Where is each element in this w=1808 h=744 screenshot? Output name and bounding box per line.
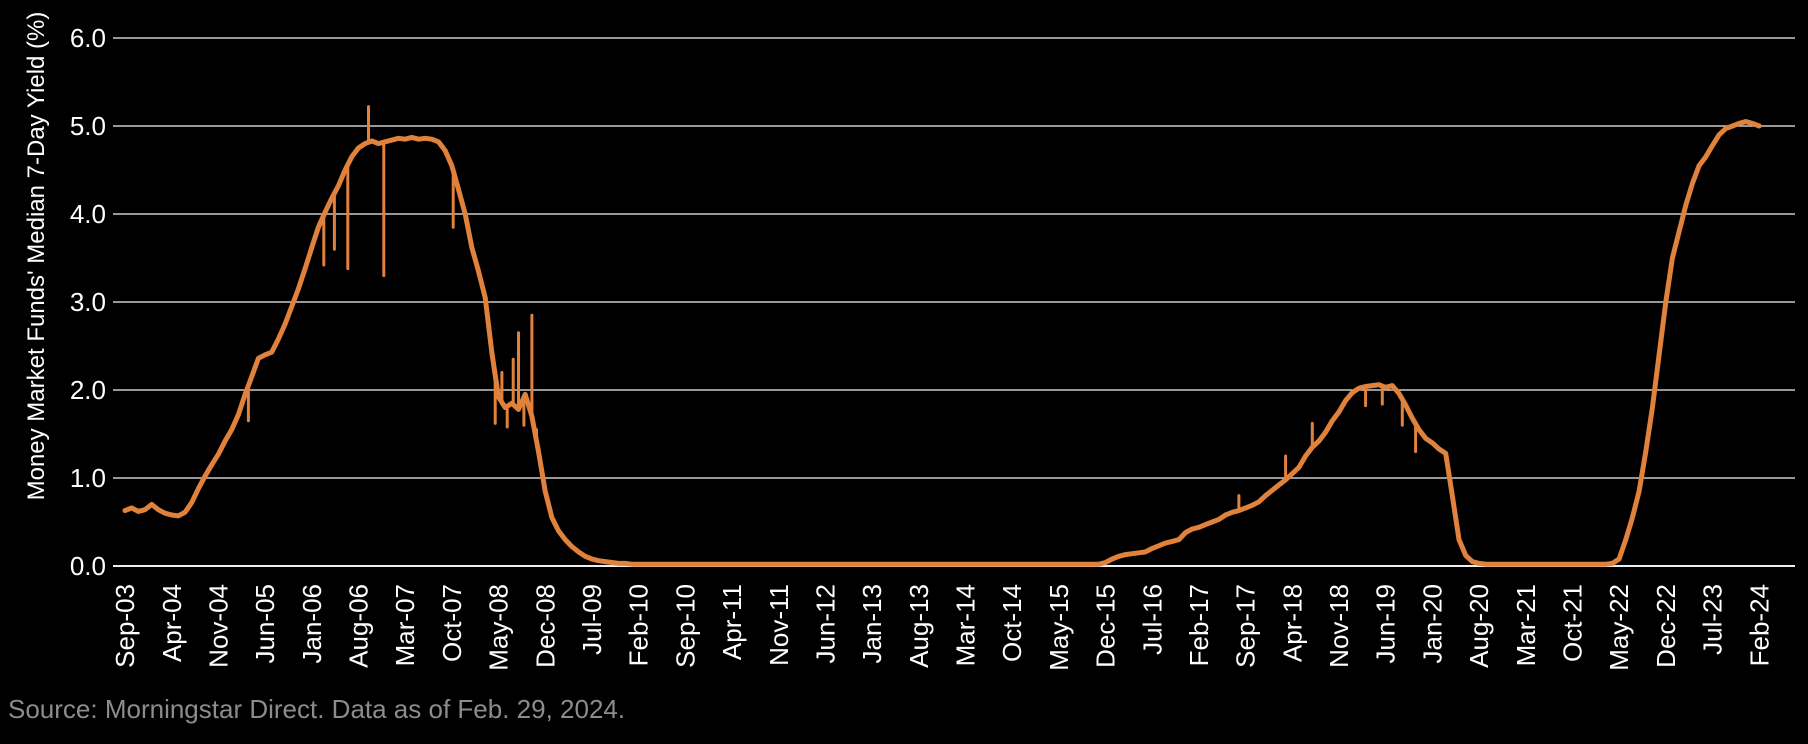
x-tick-label: Oct-07 bbox=[437, 584, 467, 662]
x-tick-label: Oct-21 bbox=[1558, 584, 1588, 662]
y-tick-label: 3.0 bbox=[70, 287, 106, 317]
x-tick-label: Feb-24 bbox=[1744, 584, 1774, 666]
y-tick-label: 0.0 bbox=[70, 551, 106, 581]
x-tick-label: Sep-17 bbox=[1231, 584, 1261, 668]
x-tick-label: Jul-09 bbox=[577, 584, 607, 655]
yield-line bbox=[122, 119, 1762, 567]
x-tick-label: Feb-10 bbox=[624, 584, 654, 666]
y-tick-label: 1.0 bbox=[70, 463, 106, 493]
x-tick-label: Mar-07 bbox=[390, 584, 420, 666]
x-tick-label: Dec-15 bbox=[1091, 584, 1121, 668]
x-tick-label: Sep-10 bbox=[670, 584, 700, 668]
y-tick-label: 2.0 bbox=[70, 375, 106, 405]
x-tick-label: Nov-11 bbox=[764, 584, 794, 666]
x-tick-label: Jun-19 bbox=[1371, 584, 1401, 664]
x-tick-label: Nov-18 bbox=[1324, 584, 1354, 668]
x-tick-label: Oct-14 bbox=[997, 584, 1027, 662]
x-tick-label: Apr-04 bbox=[157, 584, 187, 662]
x-tick-label: Jan-06 bbox=[297, 584, 327, 664]
x-tick-label: Jan-13 bbox=[857, 584, 887, 664]
x-tick-label: May-08 bbox=[484, 584, 514, 671]
y-tick-label: 4.0 bbox=[70, 199, 106, 229]
y-tick-label: 5.0 bbox=[70, 111, 106, 141]
x-tick-label: Mar-21 bbox=[1511, 584, 1541, 666]
x-tick-label: Jun-12 bbox=[811, 584, 841, 664]
x-tick-label: Dec-08 bbox=[530, 584, 560, 668]
x-tick-label: Dec-22 bbox=[1651, 584, 1681, 668]
x-tick-label: Feb-17 bbox=[1184, 584, 1214, 666]
x-tick-label: Jul-23 bbox=[1698, 584, 1728, 655]
gridlines-group bbox=[113, 37, 1795, 567]
x-axis-labels-group: Sep-03 Apr-04 Nov-04 Jun-05 Jan-06 Aug-06 Mar-… bbox=[110, 584, 1774, 671]
x-tick-label: Mar-14 bbox=[951, 584, 981, 666]
x-tick-label: May-15 bbox=[1044, 584, 1074, 671]
x-tick-label: Nov-04 bbox=[204, 584, 234, 668]
x-tick-label: Jan-20 bbox=[1417, 584, 1447, 664]
x-tick-label: Apr-18 bbox=[1277, 584, 1307, 662]
x-tick-label: Aug-20 bbox=[1464, 584, 1494, 668]
x-tick-label: May-22 bbox=[1604, 584, 1634, 671]
x-tick-label: Aug-13 bbox=[904, 584, 934, 668]
x-tick-label: Sep-03 bbox=[110, 584, 140, 668]
x-tick-label: Apr-11 bbox=[717, 584, 747, 660]
x-tick-label: Aug-06 bbox=[344, 584, 374, 668]
y-axis-labels-group: 6.0 5.0 4.0 3.0 2.0 1.0 0.0 bbox=[70, 23, 106, 581]
y-axis-title: Money Market Funds' Median 7-Day Yield (… bbox=[23, 12, 50, 501]
x-tick-label: Jun-05 bbox=[250, 584, 280, 664]
source-note: Source: Morningstar Direct. Data as of F… bbox=[8, 694, 626, 724]
y-tick-label: 6.0 bbox=[70, 23, 106, 53]
series-group bbox=[122, 105, 1762, 567]
x-tick-label: Jul-16 bbox=[1137, 584, 1167, 655]
